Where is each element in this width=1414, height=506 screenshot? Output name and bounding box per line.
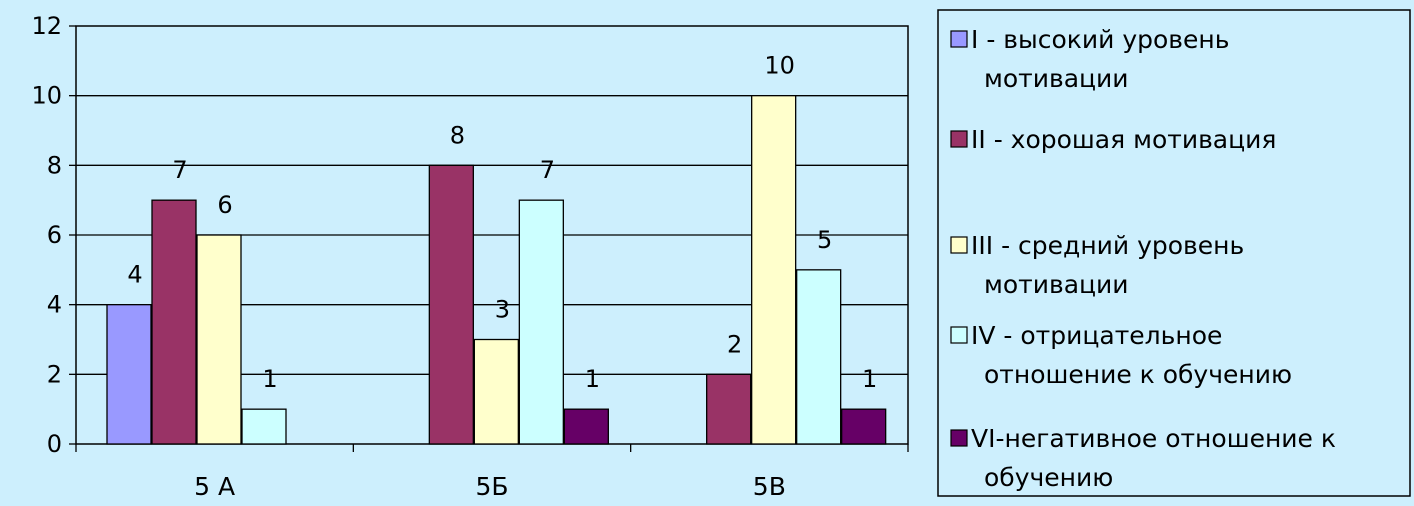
data-label: 8 bbox=[450, 121, 465, 149]
data-label: 4 bbox=[127, 261, 142, 289]
y-tick-label: 4 bbox=[47, 291, 62, 319]
y-tick-label: 10 bbox=[31, 82, 62, 110]
bar bbox=[196, 234, 242, 445]
bar bbox=[841, 408, 887, 445]
legend-entry-text: I - высокий уровень bbox=[971, 25, 1230, 54]
bar bbox=[428, 164, 474, 445]
bar bbox=[106, 304, 152, 445]
legend-entry-text: IV - отрицательное bbox=[971, 321, 1222, 350]
x-category-label: 5В bbox=[753, 472, 786, 501]
legend-box bbox=[937, 9, 1411, 497]
legend-entry-text: III - средний уровень bbox=[971, 231, 1244, 260]
data-label: 10 bbox=[764, 52, 795, 80]
legend-entry-text: обучению bbox=[984, 463, 1113, 492]
data-label: 1 bbox=[862, 365, 877, 393]
bar bbox=[518, 199, 564, 445]
bar bbox=[151, 199, 197, 445]
bar bbox=[751, 95, 797, 445]
legend-entry-text: II - хорошая мотивация bbox=[971, 125, 1276, 154]
legend-entry-text: мотивации bbox=[984, 270, 1129, 299]
legend-swatch bbox=[950, 429, 968, 447]
legend-swatch bbox=[950, 326, 968, 344]
legend-swatch bbox=[950, 30, 968, 48]
y-tick-label: 12 bbox=[31, 12, 62, 40]
legend-entry-text: отношение к обучению bbox=[984, 360, 1292, 389]
y-tick-label: 8 bbox=[47, 151, 62, 179]
legend-swatch bbox=[950, 236, 968, 254]
data-label: 5 bbox=[817, 226, 832, 254]
bar bbox=[473, 338, 519, 445]
y-tick-label: 6 bbox=[47, 221, 62, 249]
bars bbox=[106, 95, 887, 445]
legend-entry-text: VI-негативное отношение к bbox=[971, 424, 1336, 453]
bar bbox=[563, 408, 609, 445]
data-label: 7 bbox=[540, 156, 555, 184]
bar bbox=[706, 373, 752, 445]
data-label: 6 bbox=[217, 191, 232, 219]
legend-swatch bbox=[950, 130, 968, 148]
data-label: 7 bbox=[172, 156, 187, 184]
bar bbox=[241, 408, 287, 445]
legend: I - высокий уровень мотивации II - хорошая… bbox=[937, 9, 1411, 497]
data-label: 1 bbox=[585, 365, 600, 393]
data-label: 3 bbox=[495, 296, 510, 324]
legend-entry-text: мотивации bbox=[984, 64, 1129, 93]
data-label: 2 bbox=[727, 330, 742, 358]
bar bbox=[796, 269, 842, 445]
x-axis: 5 А 5Б 5В bbox=[75, 444, 909, 501]
y-tick-label: 2 bbox=[47, 360, 62, 388]
x-category-label: 5 А bbox=[194, 472, 235, 501]
y-tick-label: 0 bbox=[47, 430, 62, 458]
x-category-label: 5Б bbox=[475, 472, 508, 501]
y-axis: 0 2 4 6 8 10 12 bbox=[31, 12, 76, 458]
data-label: 1 bbox=[262, 365, 277, 393]
